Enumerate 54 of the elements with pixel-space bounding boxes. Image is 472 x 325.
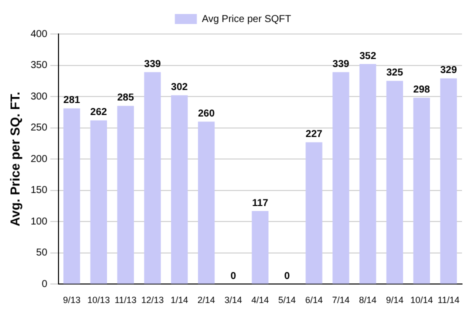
y-tick-label: 200 xyxy=(30,154,48,165)
x-tick-label: 10/13 xyxy=(87,295,110,306)
data-label: 302 xyxy=(171,82,188,94)
data-label: 339 xyxy=(332,58,350,70)
bar xyxy=(306,142,322,284)
data-label: 281 xyxy=(63,95,81,106)
x-tick-label: 3/14 xyxy=(224,295,242,306)
y-tick-label: 50 xyxy=(36,248,48,259)
data-label: 0 xyxy=(284,270,290,282)
data-label: 352 xyxy=(359,50,377,62)
x-tick-label: 9/13 xyxy=(62,295,81,306)
bar xyxy=(90,120,107,284)
y-axis-title: Avg. Price per SQ. FT. xyxy=(7,92,22,226)
x-tick-label: 10/14 xyxy=(410,295,433,306)
x-tick-label: 2/14 xyxy=(198,295,216,306)
data-label: 298 xyxy=(413,84,430,96)
x-tick-label: 1/14 xyxy=(170,295,188,306)
data-label: 329 xyxy=(440,65,458,76)
y-tick-label: 100 xyxy=(30,216,48,228)
bar xyxy=(117,106,134,284)
bar xyxy=(198,122,215,284)
bar xyxy=(359,64,376,284)
y-tick-label: 300 xyxy=(30,91,48,102)
bar xyxy=(171,95,188,284)
bar xyxy=(332,72,350,284)
x-tick-label: 11/14 xyxy=(438,295,460,306)
data-label: 339 xyxy=(144,58,162,70)
x-tick-label: 12/13 xyxy=(141,295,164,306)
bar xyxy=(440,78,457,284)
x-tick-label: 9/14 xyxy=(386,295,404,306)
x-tick-label: 8/14 xyxy=(359,295,377,306)
x-tick-label: 11/13 xyxy=(114,295,136,306)
x-tick-label: 7/14 xyxy=(332,295,350,306)
x-tick-label: 6/14 xyxy=(305,295,323,306)
y-tick-label: 0 xyxy=(42,278,48,290)
data-label: 227 xyxy=(306,128,323,140)
y-tick-label: 350 xyxy=(30,60,48,72)
bar xyxy=(413,98,430,284)
data-label: 325 xyxy=(386,68,404,79)
bar xyxy=(252,211,268,284)
data-label: 262 xyxy=(90,107,108,118)
data-label: 285 xyxy=(117,92,134,104)
data-label: 0 xyxy=(230,270,236,282)
y-tick-label: 400 xyxy=(30,28,48,40)
bar xyxy=(144,72,161,284)
legend-label: Avg Price per SQFT xyxy=(202,14,292,25)
x-tick-label: 5/14 xyxy=(278,295,296,306)
y-tick-label: 250 xyxy=(30,122,48,134)
x-tick-label: 4/14 xyxy=(251,295,269,306)
bar xyxy=(63,108,80,284)
bar xyxy=(386,80,404,284)
y-tick-label: 150 xyxy=(30,185,48,196)
data-label: 117 xyxy=(252,198,269,209)
data-label: 260 xyxy=(198,108,216,120)
